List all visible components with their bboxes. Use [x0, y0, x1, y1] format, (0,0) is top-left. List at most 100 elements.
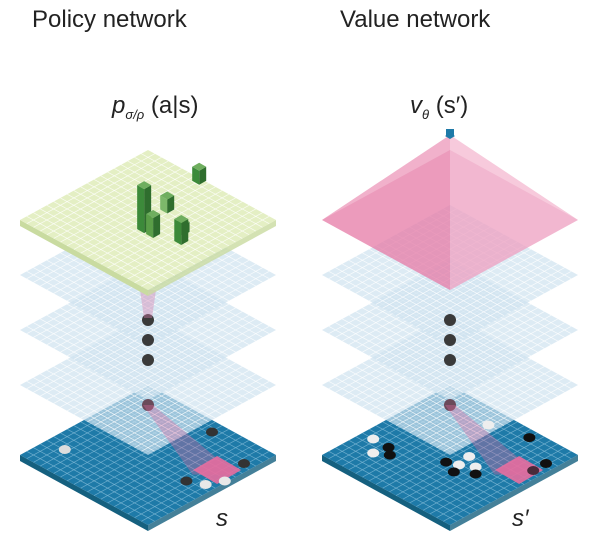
value-hidden-layer-grid-line — [355, 256, 484, 327]
white-stone — [452, 460, 465, 470]
value-hidden-layer-grid-line — [416, 256, 545, 327]
policy-hidden-layer-grid-line — [141, 271, 270, 342]
policy-bar-side — [153, 214, 161, 238]
value-input-board-grid-line — [355, 436, 484, 507]
policy-bar-side — [199, 166, 207, 185]
black-stone — [540, 459, 552, 468]
value-ellipsis-dot — [444, 314, 456, 326]
policy-bar-top — [137, 181, 152, 190]
black-stone — [206, 427, 218, 437]
policy-output-plane-grid-line — [127, 208, 256, 280]
policy-bar-top — [160, 191, 175, 200]
policy-hidden-layer-grid-line — [26, 271, 155, 342]
value-hidden-layer-grid-line — [409, 307, 538, 379]
value-hidden-layer-grid-line — [422, 314, 552, 386]
value-hidden-layer-grid-line — [348, 369, 478, 441]
policy-ellipsis-dot — [142, 354, 154, 366]
policy-hidden-layer-grid-line — [134, 267, 263, 338]
white-stone — [367, 448, 380, 458]
policy-input-board-edge-left — [20, 455, 148, 531]
policy-hidden-layer-grid-line — [53, 311, 182, 382]
policy-hidden-layer-grid-line — [120, 314, 250, 386]
policy-input-board-grid-line — [93, 425, 223, 496]
black-stone — [447, 467, 460, 477]
value-hidden-layer-grid-line — [436, 322, 565, 393]
policy-output-label: pσ/ρ (a|s) — [112, 92, 199, 122]
policy-hidden-layer-grid-line — [107, 252, 236, 324]
policy-bar — [192, 166, 200, 185]
policy-output-plane-grid-line — [46, 164, 176, 236]
policy-hidden-layer-grid-line — [127, 373, 256, 445]
black-stone — [238, 459, 250, 468]
value-output-subscript: θ — [422, 106, 430, 122]
policy-output-arg: (a|s) — [144, 92, 199, 119]
white-stone — [367, 434, 380, 444]
value-hidden-layer-grid-line — [335, 377, 464, 448]
policy-input-board-grid-line — [87, 421, 216, 493]
policy-bar — [137, 185, 145, 234]
value-input-board-grid-line — [342, 443, 471, 515]
policy-input-board-grid-line — [120, 439, 250, 511]
value-input-board-grid-line — [429, 443, 558, 515]
policy-output-plane-grid-line — [40, 160, 169, 232]
value-input-board-grid-line — [375, 425, 505, 496]
value-pyramid-back-left — [322, 135, 450, 220]
value-hidden-layer-grid-line — [342, 373, 471, 445]
value-hidden-layer-grid-line — [402, 303, 532, 375]
value-hidden-layer-grid-line — [368, 303, 498, 375]
value-hidden-layer-grid-line — [348, 314, 478, 386]
value-input-label: s′ — [512, 505, 529, 532]
policy-output-plane-grid-line — [26, 216, 155, 287]
policy-output-plane-grid-line — [26, 153, 155, 224]
white-stone — [469, 462, 482, 472]
white-stone — [58, 445, 71, 454]
policy-input-board-grid-line — [134, 447, 263, 518]
value-output-symbol: v — [410, 92, 422, 119]
policy-input-board-grid-line — [33, 447, 162, 518]
white-stone — [463, 452, 476, 461]
policy-output-plane-grid-line — [114, 168, 243, 239]
policy-output-plane-grid-line — [134, 157, 263, 228]
black-stone — [383, 450, 396, 460]
policy-output-plane-grid-line — [141, 216, 270, 287]
policy-output-beam — [140, 290, 156, 318]
policy-input-board-grid-line — [114, 436, 243, 507]
value-pyramid-right-face — [450, 135, 578, 290]
value-hidden-layer-grid-line — [443, 326, 572, 397]
policy-hidden-layer-grid-line — [40, 373, 169, 445]
value-input-board-grid-line — [422, 439, 552, 511]
value-input-board-edge-left — [322, 455, 450, 531]
policy-ellipsis-dot — [142, 314, 154, 326]
policy-hidden-layer-grid-line — [46, 314, 176, 386]
value-output-arg: (s′) — [429, 92, 469, 119]
policy-output-plane-grid-line — [33, 212, 162, 283]
policy-output-plane-grid-line — [66, 175, 196, 247]
policy-input-board-grid-line — [53, 436, 182, 507]
policy-receptive-field — [193, 456, 242, 484]
policy-output-plane-grid-line — [46, 204, 176, 276]
policy-bar — [174, 219, 182, 245]
value-input-board-grid-line — [328, 451, 457, 522]
policy-hidden-layer-grid-line — [33, 322, 162, 393]
policy-hidden-layer-grid-line — [114, 366, 243, 437]
policy-hidden-layer-grid-line — [53, 366, 182, 437]
white-stone — [218, 476, 231, 486]
policy-output-plane-grid-line — [127, 160, 256, 232]
policy-hidden-layer-grid-line — [60, 307, 189, 379]
policy-input-board-grid-line — [107, 432, 236, 504]
policy-hidden-layer-grid-line — [46, 369, 176, 441]
value-input-board-grid-line — [382, 421, 511, 493]
policy-hidden-layer-grid-line — [141, 326, 270, 397]
black-stone — [440, 457, 453, 467]
value-hidden-layer-grid-line — [368, 248, 498, 320]
policy-output-plane-edge-left — [20, 220, 148, 296]
value-network-title: Value network — [340, 6, 491, 33]
policy-hidden-layer-grid-line — [40, 318, 169, 390]
policy-output-plane-grid-line — [120, 164, 250, 236]
value-ellipsis-dot — [444, 334, 456, 346]
value-hidden-layer-grid-line — [429, 318, 558, 390]
policy-hidden-layer-grid-line — [114, 256, 243, 327]
value-input-board-grid-line — [436, 447, 565, 518]
policy-input-label: s — [216, 505, 228, 532]
